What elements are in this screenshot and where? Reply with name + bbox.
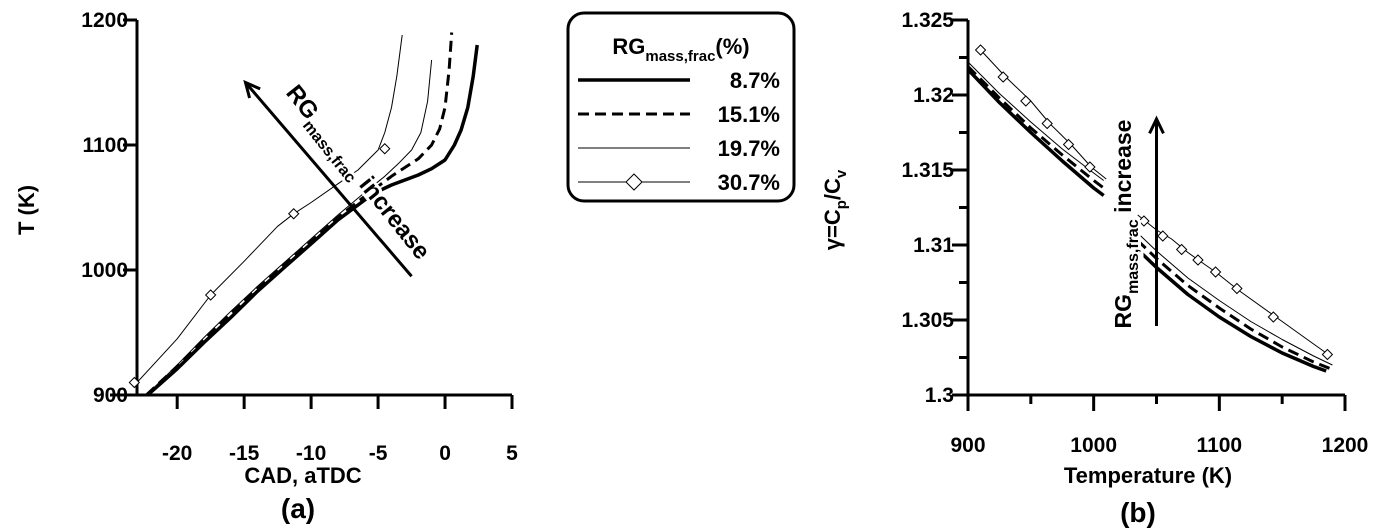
x-tick-label: 1000 (1070, 434, 1117, 457)
panel-b-annotation: RGmass,frac increase (1107, 115, 1165, 331)
panel-b-y-axis-label: γ=Cp/Cv (820, 169, 850, 250)
series-line-30-7pct (980, 49, 1107, 180)
series-line-15-1pct (145, 32, 454, 397)
x-tick-label: 1200 (1322, 434, 1369, 457)
diamond-marker (204, 289, 217, 301)
series-line-8-7pct-b (1136, 248, 1327, 373)
diamond-marker (379, 143, 391, 155)
panel-a: -20 -15 -10 -5 0 5 900 1000 1100 1200 RGmass,frac… (14, 9, 518, 524)
diamond-marker (1267, 311, 1280, 323)
diamond-marker (1175, 243, 1188, 256)
panel-b-series (966, 44, 1334, 373)
diamond-marker (1062, 138, 1075, 151)
y-tick-label: 1000 (81, 259, 128, 282)
legend-label: 15.1% (718, 102, 780, 127)
diamond-marker (287, 208, 300, 220)
legend-title: RGmass,frac(%) (612, 34, 749, 65)
panel-b-tick-labels: 900 1000 1100 1200 1.3 1.305 1.31 1.315 1.32 1.32… (901, 9, 1368, 457)
x-tick-label: -20 (162, 442, 192, 465)
diamond-marker (974, 44, 987, 56)
x-tick-label: -15 (229, 442, 260, 465)
diamond-marker (128, 376, 141, 389)
y-tick-label: 1100 (82, 134, 128, 157)
panel-a-label: (a) (281, 493, 315, 524)
y-tick-label: 900 (93, 384, 128, 407)
legend-items: 8.7% 15.1% 19.7% 30.7% (578, 68, 780, 195)
legend-label: 30.7% (718, 170, 780, 195)
legend-frame (566, 11, 796, 203)
series-line-19-7pct (146, 59, 433, 396)
legend-label: 8.7% (730, 68, 780, 93)
annotation-text: RGmass,frac increase (277, 80, 436, 268)
diamond-marker (1231, 282, 1243, 295)
legend: RGmass,frac(%) 8.7% 15.1% 19.7% 30.7% (566, 11, 796, 203)
arrow-head-icon (243, 79, 261, 99)
panel-a-y-axis-label: T (K) (14, 185, 39, 235)
panel-b: 900 1000 1100 1200 1.3 1.305 1.31 1.315 1.32 1.32… (820, 9, 1368, 528)
y-tick-label: 1.3 (925, 384, 954, 407)
series-line-19-7pct-b (1137, 232, 1333, 366)
panel-a-tick-labels: -20 -15 -10 -5 0 5 900 1000 1100 1200 (81, 9, 518, 465)
series-line-15-1pct-b (1136, 239, 1333, 371)
annotation-text: RGmass,frac increase (1110, 120, 1142, 329)
diamond-marker (1321, 348, 1334, 361)
series-line-19-7pct (967, 61, 1104, 181)
series-line-15-1pct (966, 65, 1105, 190)
panel-b-x-axis-label: Temperature (K) (1064, 463, 1232, 488)
panel-a-ticks (123, 18, 514, 409)
panel-a-x-axis-label: CAD, aTDC (244, 463, 361, 488)
x-tick-label: -10 (296, 442, 326, 465)
x-tick-label: 0 (439, 442, 451, 465)
panel-a-series (128, 32, 479, 397)
diamond-marker (997, 71, 1009, 83)
series-line-30-7pct (136, 34, 403, 383)
x-tick-label: 5 (506, 442, 518, 465)
diamond-marker (1192, 254, 1204, 266)
diamond-marker (1020, 95, 1032, 107)
x-tick-label: 1100 (1197, 434, 1243, 457)
diamond-marker (1157, 230, 1169, 242)
arrow-shaft (244, 81, 413, 278)
panel-a-axes (110, 20, 512, 397)
x-tick-label: -5 (369, 442, 388, 465)
y-tick-label: 1.305 (901, 309, 954, 332)
series-line-8-7pct (966, 68, 1105, 197)
diamond-marker (1041, 117, 1053, 130)
arrow-head-icon (1148, 115, 1165, 135)
panel-b-label: (b) (1120, 497, 1156, 528)
panel-b-ticks (952, 18, 1347, 411)
series-line-8-7pct (146, 44, 479, 397)
diamond-marker (1138, 215, 1150, 227)
y-tick-label: 1.31 (913, 234, 954, 257)
diamond-marker (1209, 266, 1222, 278)
y-tick-label: 1.315 (901, 159, 954, 182)
y-tick-label: 1200 (81, 9, 128, 32)
y-tick-label: 1.32 (913, 84, 954, 107)
legend-label: 19.7% (718, 136, 780, 161)
y-tick-label: 1.325 (901, 9, 954, 32)
diamond-marker (1084, 161, 1096, 173)
x-tick-label: 900 (950, 434, 985, 457)
diamond-marker (625, 173, 643, 191)
